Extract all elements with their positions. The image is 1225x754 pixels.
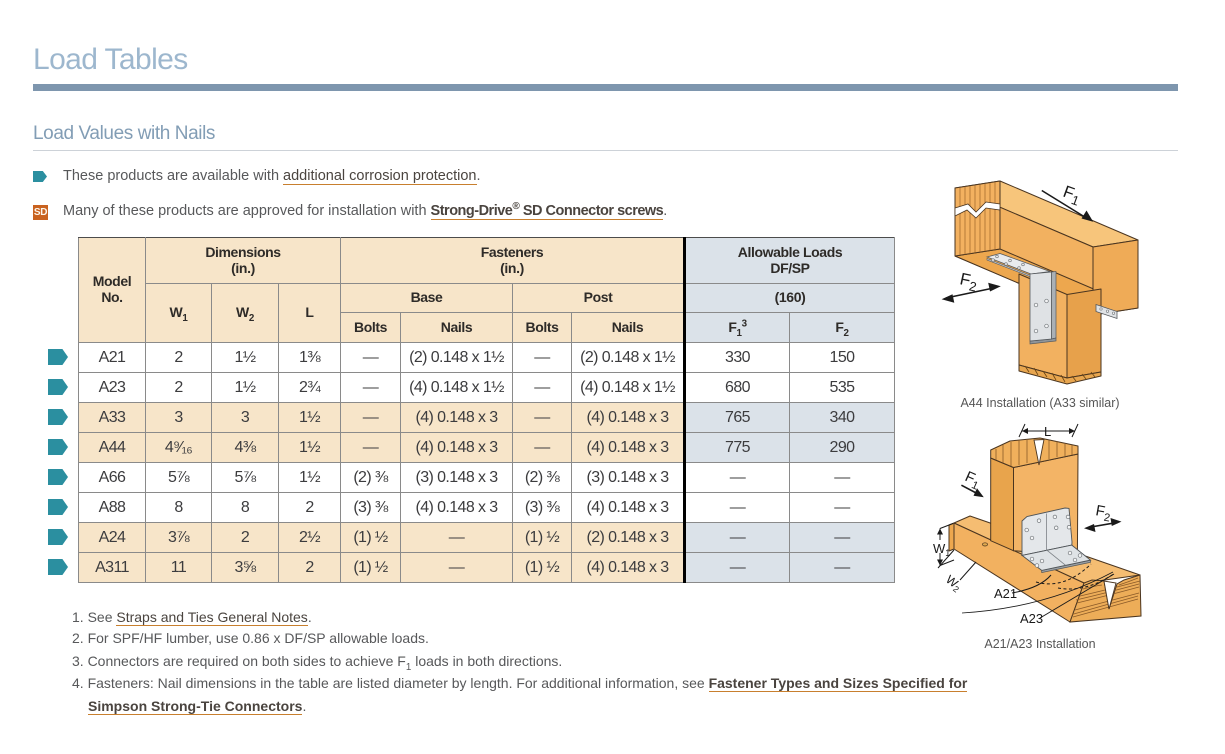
svg-text:F1: F1 (961, 468, 983, 492)
svg-text:W2: W2 (942, 572, 964, 594)
svg-text:L: L (1044, 424, 1051, 439)
svg-text:F2: F2 (958, 269, 980, 294)
svg-text:A21: A21 (994, 586, 1017, 601)
svg-text:A23: A23 (1020, 611, 1043, 626)
svg-text:W1: W1 (933, 541, 950, 558)
svg-text:F2: F2 (1094, 502, 1113, 524)
